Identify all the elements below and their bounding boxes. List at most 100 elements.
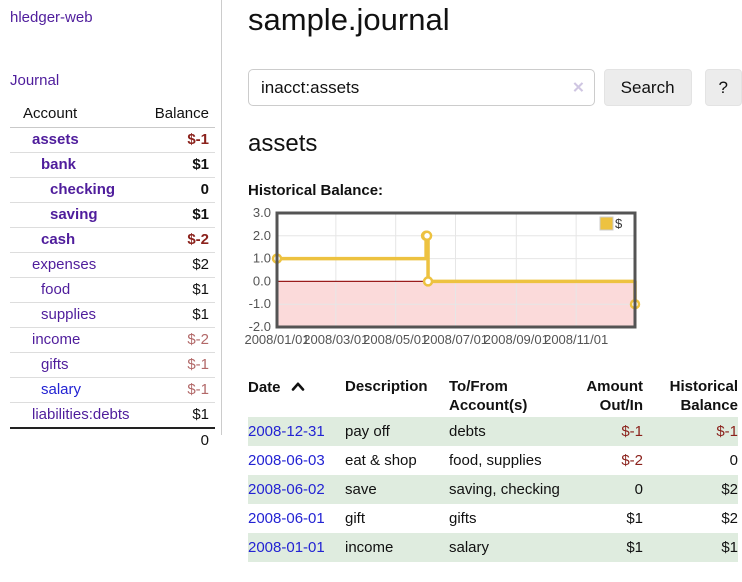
account-link-bank[interactable]: bank <box>41 156 77 173</box>
account-link-gifts[interactable]: gifts <box>41 356 69 373</box>
svg-text:1.0: 1.0 <box>253 251 271 266</box>
register-header-balance[interactable]: Historical Balance <box>669 378 738 414</box>
register-cell-balance: 0 <box>729 452 738 469</box>
register-cell-accounts: salary <box>449 539 490 556</box>
account-link-liabilities-debts[interactable]: liabilities:debts <box>32 406 130 423</box>
register-cell-date: 2008-06-02 <box>248 475 345 504</box>
account-link-assets[interactable]: assets <box>32 131 79 148</box>
account-row: food $1 <box>10 277 215 303</box>
account-balance: $2 <box>137 252 215 278</box>
account-row: gifts $-1 <box>10 352 215 378</box>
transaction-date-link[interactable]: 2008-06-01 <box>248 510 325 527</box>
svg-text:-2.0: -2.0 <box>249 319 271 334</box>
svg-text:2008/09/01: 2008/09/01 <box>484 332 549 347</box>
transaction-date-link[interactable]: 2008-06-02 <box>248 481 325 498</box>
register-cell-description: pay off <box>345 423 390 440</box>
account-balance: $-1 <box>137 352 215 378</box>
account-row: expenses $2 <box>10 252 215 278</box>
account-balance: $1 <box>137 277 215 303</box>
sidebar-item-journal[interactable]: Journal <box>10 72 60 89</box>
svg-text:3.0: 3.0 <box>253 205 271 220</box>
account-balance: $1 <box>137 302 215 328</box>
accounts-total-spacer <box>10 427 138 453</box>
app-window: hledger-web Journal Account Balance asse… <box>0 0 742 562</box>
register-cell-balance: $1 <box>721 539 738 556</box>
brand-link[interactable]: hledger-web <box>10 9 93 26</box>
svg-text:2008/11/01: 2008/11/01 <box>544 332 608 347</box>
help-button[interactable]: ? <box>704 69 742 106</box>
register-cell-balance: $-1 <box>716 423 738 440</box>
account-row: saving $1 <box>10 202 215 228</box>
svg-text:$: $ <box>615 216 623 231</box>
account-balance: $-2 <box>137 327 215 353</box>
register-row: 2008-06-03 eat & shop food, supplies $-2 0 <box>248 446 738 475</box>
svg-text:-1.0: -1.0 <box>249 296 271 311</box>
account-row: cash $-2 <box>10 227 215 253</box>
account-link-supplies[interactable]: supplies <box>41 306 97 323</box>
register-row: 2008-12-31 pay off debts $-1 $-1 <box>248 417 738 446</box>
register-cell-amount: 0 <box>634 481 643 498</box>
search-button[interactable]: Search <box>603 69 692 106</box>
register-cell-date: 2008-06-03 <box>248 446 345 475</box>
register-cell-balance: $2 <box>721 481 738 498</box>
register-cell-description: income <box>345 539 394 556</box>
register-cell-description: gift <box>345 510 366 527</box>
account-row: checking 0 <box>10 177 215 203</box>
account-balance: $1 <box>137 152 215 178</box>
account-link-cash[interactable]: cash <box>41 231 76 248</box>
register-header-date-label: Date <box>248 379 281 396</box>
sort-asc-icon <box>291 377 305 396</box>
register-cell-amount: $-1 <box>621 423 643 440</box>
account-balance: $-1 <box>187 131 209 148</box>
clear-search-icon[interactable]: ✕ <box>572 79 585 96</box>
account-balance: $-2 <box>137 227 215 253</box>
account-link-expenses[interactable]: expenses <box>32 256 97 273</box>
accounts-total-value: 0 <box>137 427 215 453</box>
main-content: sample.journal ✕ Search ? assets Histori… <box>222 0 742 562</box>
account-row: supplies $1 <box>10 302 215 328</box>
register-cell-accounts: food, supplies <box>449 452 542 469</box>
account-link-salary[interactable]: salary <box>41 381 82 398</box>
register-cell-accounts: saving, checking <box>449 481 560 498</box>
account-link-income[interactable]: income <box>32 331 81 348</box>
register-header-accounts[interactable]: To/From Account(s) <box>449 378 528 414</box>
search-input[interactable] <box>248 69 595 106</box>
account-link-checking[interactable]: checking <box>50 181 116 198</box>
register-cell-accounts: gifts <box>449 510 477 527</box>
transaction-date-link[interactable]: 2008-12-31 <box>248 423 325 440</box>
search-input-wrap: ✕ <box>248 69 595 106</box>
register-cell-amount: $1 <box>626 539 643 556</box>
account-link-food[interactable]: food <box>41 281 71 298</box>
transaction-date-link[interactable]: 2008-06-03 <box>248 452 325 469</box>
accounts-header-balance: Balance <box>137 102 215 128</box>
account-balance: $1 <box>137 402 215 428</box>
sidebar: hledger-web Journal Account Balance asse… <box>0 0 222 453</box>
account-heading: assets <box>248 130 318 157</box>
account-balance: 0 <box>137 177 215 203</box>
historical-balance-chart: $3.0 2.0 1.0 0.0 -1.0 -2.0 2008/01/01 2008/03/0… <box>244 205 740 358</box>
register-cell-amount: $1 <box>626 510 643 527</box>
transaction-date-link[interactable]: 2008-01-01 <box>248 539 325 556</box>
account-row: assets $-1 <box>10 128 215 153</box>
register-cell-accounts: debts <box>449 423 486 440</box>
account-link-saving[interactable]: saving <box>50 206 98 223</box>
register-cell-description: eat & shop <box>345 452 417 469</box>
svg-text:2008/01/01: 2008/01/01 <box>244 332 309 347</box>
account-row: income $-2 <box>10 327 215 353</box>
register-header-description[interactable]: Description <box>345 378 428 395</box>
accounts-table-header: Account Balance <box>10 102 215 128</box>
account-balance: $1 <box>137 202 215 228</box>
svg-text:2008/05/01: 2008/05/01 <box>363 332 428 347</box>
register-header-date[interactable]: Date <box>248 375 345 417</box>
svg-text:2008/03/01: 2008/03/01 <box>303 332 368 347</box>
register-header-amount[interactable]: Amount Out/In <box>586 378 643 414</box>
accounts-total-row: 0 <box>10 427 215 453</box>
search-bar: ✕ Search ? <box>248 69 742 106</box>
register-row: 2008-06-01 gift gifts $1 $2 <box>248 504 738 533</box>
register-row: 2008-01-01 income salary $1 $1 <box>248 533 738 562</box>
account-balance: $-1 <box>137 377 215 403</box>
register-cell-date: 2008-06-01 <box>248 504 345 533</box>
accounts-table: Account Balance assets $-1 bank $1 checking 0… <box>10 102 215 453</box>
accounts-table-body: assets $-1 bank $1 checking 0 saving $1 cash $-2 e… <box>10 128 215 453</box>
svg-text:2008/07/01: 2008/07/01 <box>423 332 488 347</box>
